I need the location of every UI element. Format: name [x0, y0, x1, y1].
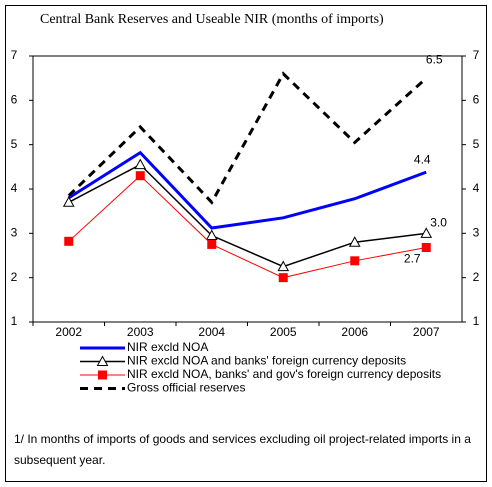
legend-marker [98, 370, 107, 380]
legend-label: NIR excld NOA and banks' foreign currenc… [127, 354, 406, 368]
y-tick-label: 2 [11, 270, 18, 284]
y2-tick-label: 2 [473, 270, 480, 284]
x-tick-label: 2004 [198, 325, 225, 339]
marker [421, 243, 431, 253]
series-line [68, 175, 427, 279]
y-tick-label: 3 [11, 226, 18, 240]
y2-tick-label: 5 [473, 137, 480, 151]
series-line [67, 150, 427, 230]
legend-label: NIR excld NOA [127, 340, 208, 354]
y2-tick-label: 6 [473, 93, 480, 107]
marker [64, 236, 74, 246]
marker [277, 260, 290, 272]
marker [135, 171, 145, 181]
series-line [67, 71, 428, 205]
legend-label: Gross official reserves [127, 381, 245, 395]
y-tick-label: 7 [11, 48, 18, 62]
y2-tick-label: 1 [473, 314, 480, 328]
x-tick-label: 2006 [341, 325, 368, 339]
marker [207, 239, 217, 249]
series-line [68, 163, 427, 268]
x-tick-label: 2005 [270, 325, 297, 339]
value-label: 3.0 [430, 216, 447, 230]
footnote: subsequent year. [14, 453, 105, 467]
y2-tick-label: 3 [473, 226, 480, 240]
plot-area [32, 55, 463, 323]
y-tick-label: 6 [11, 93, 18, 107]
value-label: 4.4 [414, 152, 431, 166]
marker [62, 196, 75, 207]
marker [134, 158, 147, 170]
marker [420, 227, 433, 238]
marker [205, 229, 218, 241]
marker [350, 256, 360, 266]
marker [278, 273, 288, 283]
value-label: 6.5 [426, 52, 443, 66]
footnote: 1/ In months of imports of goods and ser… [14, 432, 471, 446]
y-tick-label: 5 [11, 137, 18, 151]
value-label: 2.7 [404, 252, 421, 266]
y2-tick-label: 7 [473, 48, 480, 62]
x-tick-label: 2002 [55, 325, 82, 339]
legend-marker [96, 355, 109, 366]
legend-label: NIR excld NOA, banks' and gov's foreign … [127, 367, 441, 381]
y-tick-label: 4 [11, 181, 18, 195]
chart-title: Central Bank Reserves and Useable NIR (m… [40, 12, 384, 27]
y-tick-label: 1 [11, 314, 18, 328]
x-tick-label: 2007 [413, 325, 440, 339]
marker [348, 236, 361, 247]
y2-tick-label: 4 [473, 181, 480, 195]
frame [5, 5, 487, 482]
x-tick-label: 2003 [127, 325, 154, 339]
